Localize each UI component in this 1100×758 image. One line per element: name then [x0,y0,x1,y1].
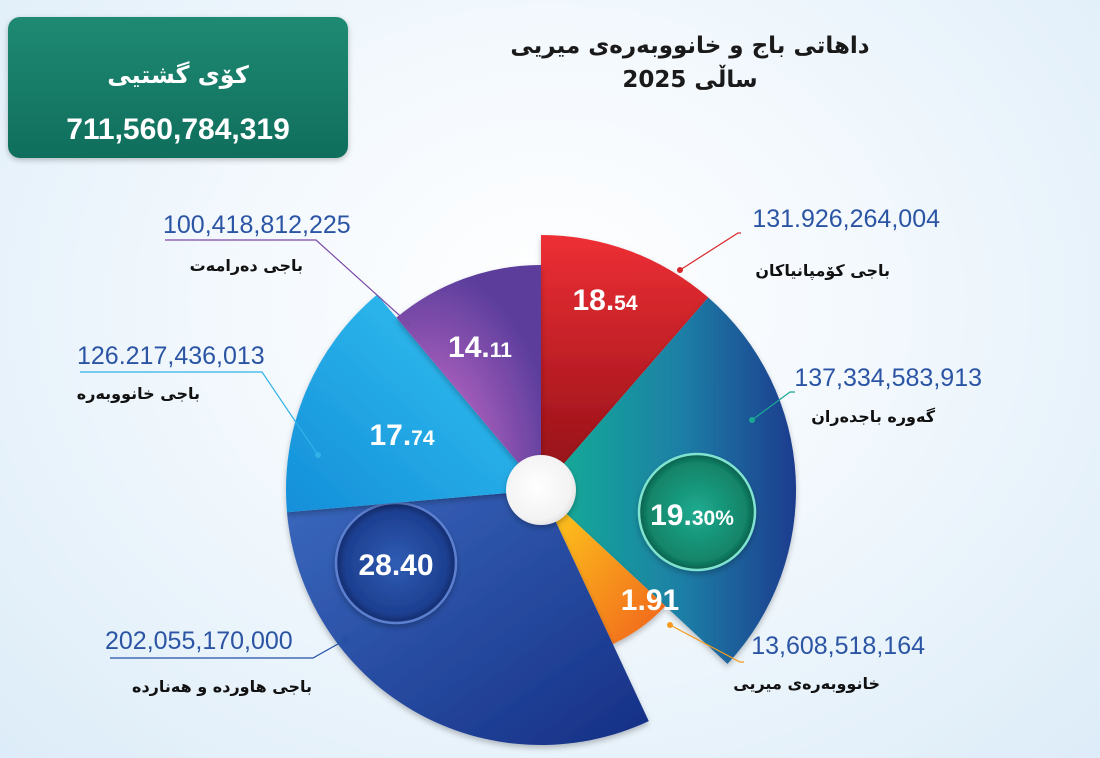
leader-dot-govt [667,622,673,628]
category-label-import: باجی هاوردە و هەناردە [132,677,312,696]
percent-label-large: 19.30% [650,499,734,532]
amount-label-property: 126.217,436,013 [77,342,265,370]
percent-label-property: 17.74 [369,419,434,452]
percent-badge-large [637,452,757,572]
category-label-govt: خانووبەرەی میریی [733,674,880,693]
title-line-2: ساڵی 2025 [622,67,758,93]
title-line-1: داهاتی باج و خانووبەرەی میریی [510,33,870,59]
amount-label-company: 131.926,264,004 [752,205,940,233]
leader-line-large [751,391,795,421]
center-hole [506,455,576,525]
leader-line-property [80,371,319,456]
pie-slice-income [396,265,541,490]
percent-label-govt: 1.91 [621,584,679,617]
category-label-large: گەورە باجدەران [811,407,935,426]
leader-dot-property [315,452,321,458]
pie-slice-company [541,235,709,490]
pie-slice-govt [541,490,666,645]
leader-line-govt [669,624,744,663]
chart-title: داهاتی باج و خانووبەرەی میریی ساڵی 2025 [440,30,940,98]
pie-slice-property [286,294,541,513]
total-value: 711,560,784,319 [66,113,290,146]
amount-label-govt: 13,608,518,164 [751,632,925,660]
leader-dot-import [342,637,348,643]
amount-label-import: 202,055,170,000 [105,627,293,655]
amount-label-income: 100,418,812,225 [163,211,351,239]
leader-line-company [679,232,741,271]
leader-dot-company [677,267,683,273]
percent-label-company: 18.54 [572,284,637,317]
category-label-company: باجی کۆمپانیاکان [755,261,890,281]
category-label-property: باجی خانووبەرە [77,384,200,403]
leader-dot-income [405,320,411,326]
percent-label-income: 14.11 [448,331,512,364]
leader-line-import [110,639,346,659]
percent-label-import: 28.40 [358,549,433,582]
percent-badge-import [334,501,458,625]
total-label: كۆی گشتیی [107,61,249,89]
leader-dot-large [749,417,755,423]
amount-label-large: 137,334,583,913 [794,364,982,392]
leader-line-income [165,239,409,324]
total-summary-box: كۆی گشتیی 711,560,784,319 [8,17,348,158]
category-label-income: باجی دەرامەت [190,256,303,275]
